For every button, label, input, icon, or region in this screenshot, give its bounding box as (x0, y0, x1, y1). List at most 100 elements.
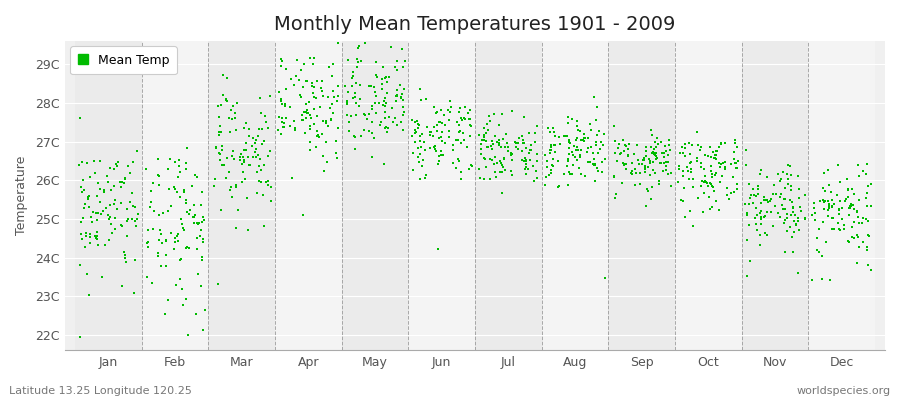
Point (540, 158, 554, 164)
Point (709, 152, 724, 158)
Point (219, 95, 233, 102)
Point (302, 99, 317, 105)
Point (851, 220, 866, 226)
Point (331, 83, 346, 90)
Point (434, 134, 448, 140)
Point (561, 158, 575, 165)
Point (495, 168, 509, 175)
Point (186, 214, 201, 220)
Point (252, 163, 266, 169)
Point (511, 140, 526, 147)
Point (672, 150, 687, 156)
Point (180, 332, 194, 338)
Point (208, 176, 222, 182)
Point (99, 205, 113, 211)
Point (188, 212, 202, 218)
Point (152, 237, 166, 244)
Point (649, 144, 663, 150)
Point (860, 215, 874, 222)
Point (72, 162, 86, 168)
Point (356, 127, 371, 133)
Point (526, 162, 540, 169)
Point (299, 78, 313, 84)
Point (254, 167, 268, 173)
Point (544, 170, 558, 176)
Point (618, 161, 633, 168)
Point (641, 188, 655, 194)
Point (759, 197, 773, 204)
Point (418, 147, 432, 153)
Point (845, 234, 859, 240)
Point (562, 137, 577, 144)
Point (861, 232, 876, 238)
Point (84, 214, 98, 220)
Point (378, 125, 392, 131)
Point (454, 140, 468, 146)
Point (415, 163, 429, 169)
Point (681, 140, 696, 146)
Point (477, 125, 491, 131)
Point (702, 144, 716, 150)
Point (518, 145, 533, 151)
Point (727, 140, 742, 146)
Point (518, 166, 533, 172)
Point (168, 186, 183, 192)
Point (191, 221, 205, 227)
Point (663, 183, 678, 189)
Point (228, 114, 242, 121)
Point (237, 147, 251, 154)
Point (779, 215, 794, 222)
Point (751, 182, 765, 189)
Point (616, 136, 630, 143)
Point (785, 199, 799, 205)
Point (152, 182, 166, 188)
Point (264, 198, 278, 204)
Point (583, 127, 598, 134)
Point (696, 209, 710, 215)
Point (481, 126, 495, 133)
Point (751, 191, 765, 197)
Point (474, 137, 489, 143)
Point (816, 219, 831, 226)
Point (697, 190, 711, 196)
Point (240, 153, 255, 160)
Point (309, 144, 323, 150)
Point (271, 126, 285, 133)
Point (446, 147, 461, 154)
Point (543, 147, 557, 153)
Point (788, 220, 803, 227)
Point (229, 127, 243, 134)
Point (833, 198, 848, 204)
Point (423, 129, 437, 135)
Point (274, 58, 289, 64)
Point (462, 116, 476, 122)
Point (543, 129, 557, 136)
Point (194, 219, 209, 225)
Point (194, 189, 209, 196)
Point (120, 218, 134, 224)
Point (426, 133, 440, 140)
Point (458, 116, 473, 122)
Point (121, 216, 135, 222)
Point (783, 162, 797, 169)
Point (251, 132, 266, 139)
Point (708, 155, 723, 161)
Point (221, 169, 236, 176)
Point (177, 189, 192, 195)
Point (607, 122, 621, 129)
Point (453, 128, 467, 134)
Point (214, 147, 229, 154)
Point (515, 156, 529, 163)
Point (504, 150, 518, 156)
Point (230, 224, 244, 231)
Point (274, 96, 288, 102)
Point (245, 143, 259, 150)
Point (633, 180, 647, 187)
Point (411, 121, 426, 127)
Point (413, 144, 428, 150)
Point (705, 174, 719, 180)
Point (76, 176, 90, 183)
Point (859, 195, 873, 201)
Point (644, 149, 659, 156)
Point (720, 192, 734, 198)
